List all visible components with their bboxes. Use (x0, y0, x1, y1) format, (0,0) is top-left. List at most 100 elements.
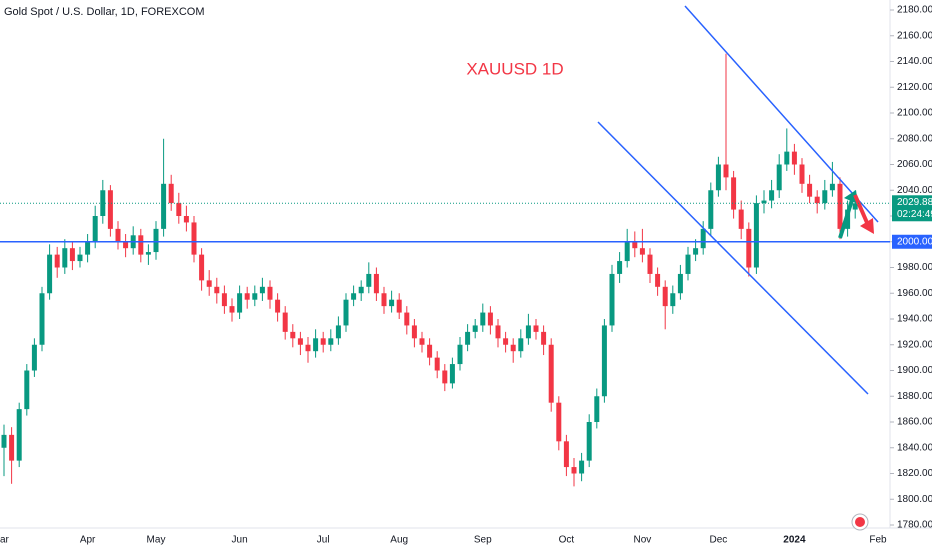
candle-body (305, 344, 311, 352)
candle-body (799, 164, 805, 184)
candle-body (434, 357, 440, 371)
x-tick-label: Apr (80, 535, 96, 546)
candle-body (495, 325, 501, 339)
y-tick-label: 2160.00 (897, 30, 932, 41)
candle-body (442, 370, 448, 384)
candle-body (320, 338, 326, 345)
x-tick-label: May (147, 535, 166, 546)
countdown-label: 02:24:49 (897, 209, 932, 220)
y-tick-label: 1820.00 (897, 468, 932, 479)
candle-body (427, 344, 433, 358)
candle-body (191, 222, 197, 255)
arrow-head (860, 218, 874, 234)
candle-body (328, 338, 334, 345)
candle-body (343, 299, 349, 326)
candle-body (161, 183, 167, 229)
level-label-box (892, 234, 932, 249)
candle-body (313, 338, 319, 352)
candle-body (221, 293, 227, 307)
trend-line (684, 5, 879, 223)
candle-body (123, 241, 129, 249)
candle-body (738, 209, 744, 229)
y-tick-label: 2120.00 (897, 82, 932, 93)
candle-body (335, 325, 341, 339)
candle-body (77, 254, 83, 262)
candle-body (107, 190, 113, 229)
candle-body (449, 364, 455, 384)
candle-body (229, 306, 235, 313)
x-tick-label: Jul (317, 535, 330, 546)
candle-body (267, 286, 273, 300)
x-tick-label: Sep (474, 535, 492, 546)
candle-body (662, 286, 668, 307)
candle-body (31, 344, 37, 371)
y-tick-label: 1800.00 (897, 494, 932, 505)
candle-body (685, 254, 691, 274)
candle-body (47, 254, 53, 294)
candle-body (389, 299, 395, 307)
candle-body (480, 312, 486, 326)
candle-body (723, 164, 729, 178)
candle-body (237, 293, 243, 313)
y-tick-label: 1940.00 (897, 314, 932, 325)
last-price-label: 2029.88 (897, 197, 932, 208)
candle-body (214, 286, 220, 294)
y-tick-label: 2180.00 (897, 5, 932, 16)
candle-body (510, 344, 516, 352)
annotation: XAUUSD 1D (466, 59, 563, 78)
candle-body (670, 293, 676, 307)
candle-body (708, 190, 714, 229)
candle-body (487, 312, 493, 326)
candle-body (541, 331, 547, 345)
candle-body (639, 248, 645, 255)
candle-body (419, 338, 425, 345)
candle-body (290, 331, 296, 339)
candle-body (693, 248, 699, 255)
y-tick-label: 1920.00 (897, 339, 932, 350)
arrow-down (853, 194, 870, 226)
candle-body (244, 293, 250, 300)
candle-body (472, 325, 478, 332)
candle-body (503, 338, 509, 345)
x-tick-label: Aug (390, 535, 408, 546)
flag-icon (851, 513, 869, 531)
candle-body (206, 280, 212, 287)
y-tick-label: 1900.00 (897, 365, 932, 376)
candle-body (761, 200, 767, 204)
candle-body (404, 312, 410, 326)
candle-body (700, 228, 706, 249)
candle-body (358, 286, 364, 294)
candle-body (601, 325, 607, 397)
candle-body (731, 177, 737, 210)
candle-body (533, 325, 539, 332)
x-tick-label: ar (0, 535, 10, 546)
candle-body (617, 261, 623, 274)
candle-body (852, 203, 858, 210)
candle-body (784, 151, 790, 165)
candle-body (16, 409, 22, 461)
arrow-up (838, 199, 854, 239)
candle-body (199, 254, 205, 281)
candle-body (829, 183, 835, 191)
candle-body (837, 183, 843, 229)
candle-body (62, 248, 68, 268)
candle-body (138, 235, 144, 255)
candle-body (814, 196, 820, 204)
candle-body (594, 396, 600, 422)
candle-body (252, 293, 258, 300)
x-tick-label: Oct (559, 535, 575, 546)
candle-body (571, 467, 577, 474)
chart-title: Gold Spot / U.S. Dollar, 1D, FOREXCOM (4, 6, 205, 18)
x-tick-label: Nov (634, 535, 652, 546)
candle-body (586, 422, 592, 461)
x-tick-label: Feb (869, 535, 887, 546)
candle-body (548, 344, 554, 403)
candle-body (366, 273, 372, 287)
y-tick-label: 1980.00 (897, 262, 932, 273)
candle-body (518, 338, 524, 352)
level-label: 2000.00 (897, 236, 932, 247)
candle-body (465, 331, 471, 345)
y-tick-label: 2100.00 (897, 108, 932, 119)
